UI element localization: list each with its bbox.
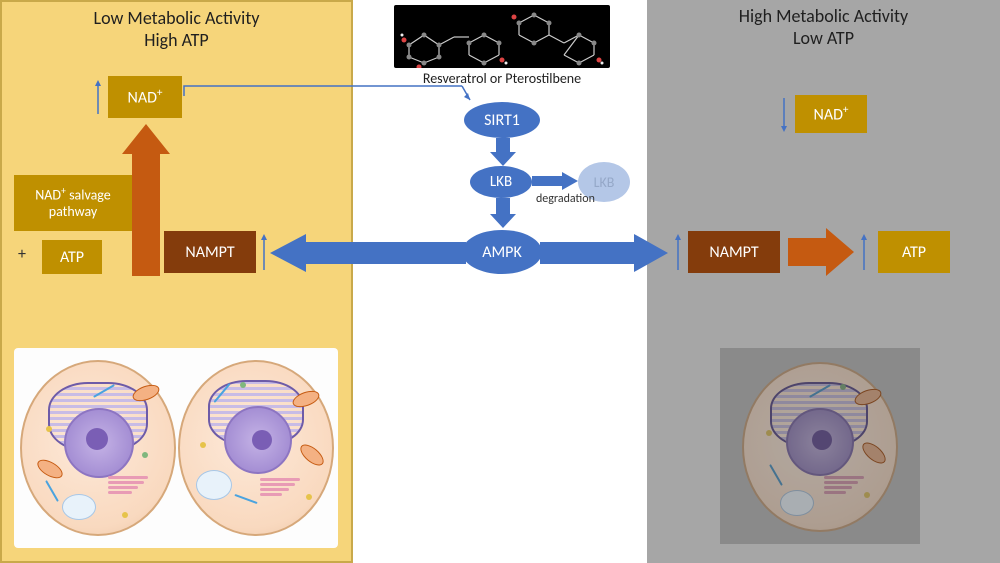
degradation-label: degradation xyxy=(536,192,595,206)
lkb-to-ampk-arrow xyxy=(490,198,516,230)
left-nampt-text: NAMPT xyxy=(185,243,234,262)
cell-left-1 xyxy=(20,360,176,536)
right-nad-box: NAD+ xyxy=(795,95,867,133)
right-nampt-up-arrow xyxy=(672,232,684,272)
right-title-line1: High Metabolic Activity xyxy=(739,5,908,27)
left-nad-up-arrow xyxy=(92,78,104,116)
right-atp-up-arrow xyxy=(858,232,870,272)
orange-right-arrow xyxy=(788,226,858,280)
ampk-to-left-arrow xyxy=(270,234,466,274)
right-atp-text: ATP xyxy=(902,243,926,262)
ampk-oval: AMPK xyxy=(462,230,542,274)
left-title: Low Metabolic Activity High ATP xyxy=(2,8,351,51)
cell-left-2 xyxy=(178,360,334,536)
left-title-line1: Low Metabolic Activity xyxy=(94,7,260,29)
molecule-svg xyxy=(394,5,610,68)
sirt1-to-lkb-arrow xyxy=(490,138,516,168)
left-nampt-box: NAMPT xyxy=(164,231,256,273)
right-title: High Metabolic Activity Low ATP xyxy=(647,6,1000,49)
left-atp-box: ATP xyxy=(42,240,102,274)
right-nad-text: NAD+ xyxy=(813,103,848,124)
orange-up-arrow xyxy=(120,118,176,278)
right-nampt-box: NAMPT xyxy=(688,231,780,273)
right-nad-down-arrow xyxy=(778,96,790,134)
lkb-degradation-arrow xyxy=(532,172,580,190)
lkb-faded-text: LKB xyxy=(594,174,615,191)
cell-right xyxy=(742,362,898,532)
left-nad-text: NAD+ xyxy=(127,86,162,107)
left-nampt-up-arrow xyxy=(258,232,270,272)
nad-to-sirt1-arrow xyxy=(182,82,472,122)
sirt1-text: SIRT1 xyxy=(484,111,520,130)
lkb-oval: LKB xyxy=(470,166,532,198)
right-cell-container xyxy=(720,348,920,544)
left-title-line2: High ATP xyxy=(144,29,208,51)
left-cells-container xyxy=(14,348,338,548)
sirt1-oval: SIRT1 xyxy=(464,102,540,138)
right-nampt-text: NAMPT xyxy=(709,243,758,262)
ampk-text: AMPK xyxy=(482,243,522,262)
left-atp-text: ATP xyxy=(60,248,84,267)
ampk-to-right-arrow xyxy=(540,234,670,274)
molecule-image xyxy=(394,5,610,68)
lkb-text: LKB xyxy=(490,173,512,191)
right-title-line2: Low ATP xyxy=(793,27,854,49)
plus-sign: + xyxy=(18,245,26,264)
left-nad-box: NAD+ xyxy=(108,76,182,118)
right-atp-box: ATP xyxy=(878,231,950,273)
salvage-box: NAD+ salvage pathway xyxy=(14,175,132,231)
